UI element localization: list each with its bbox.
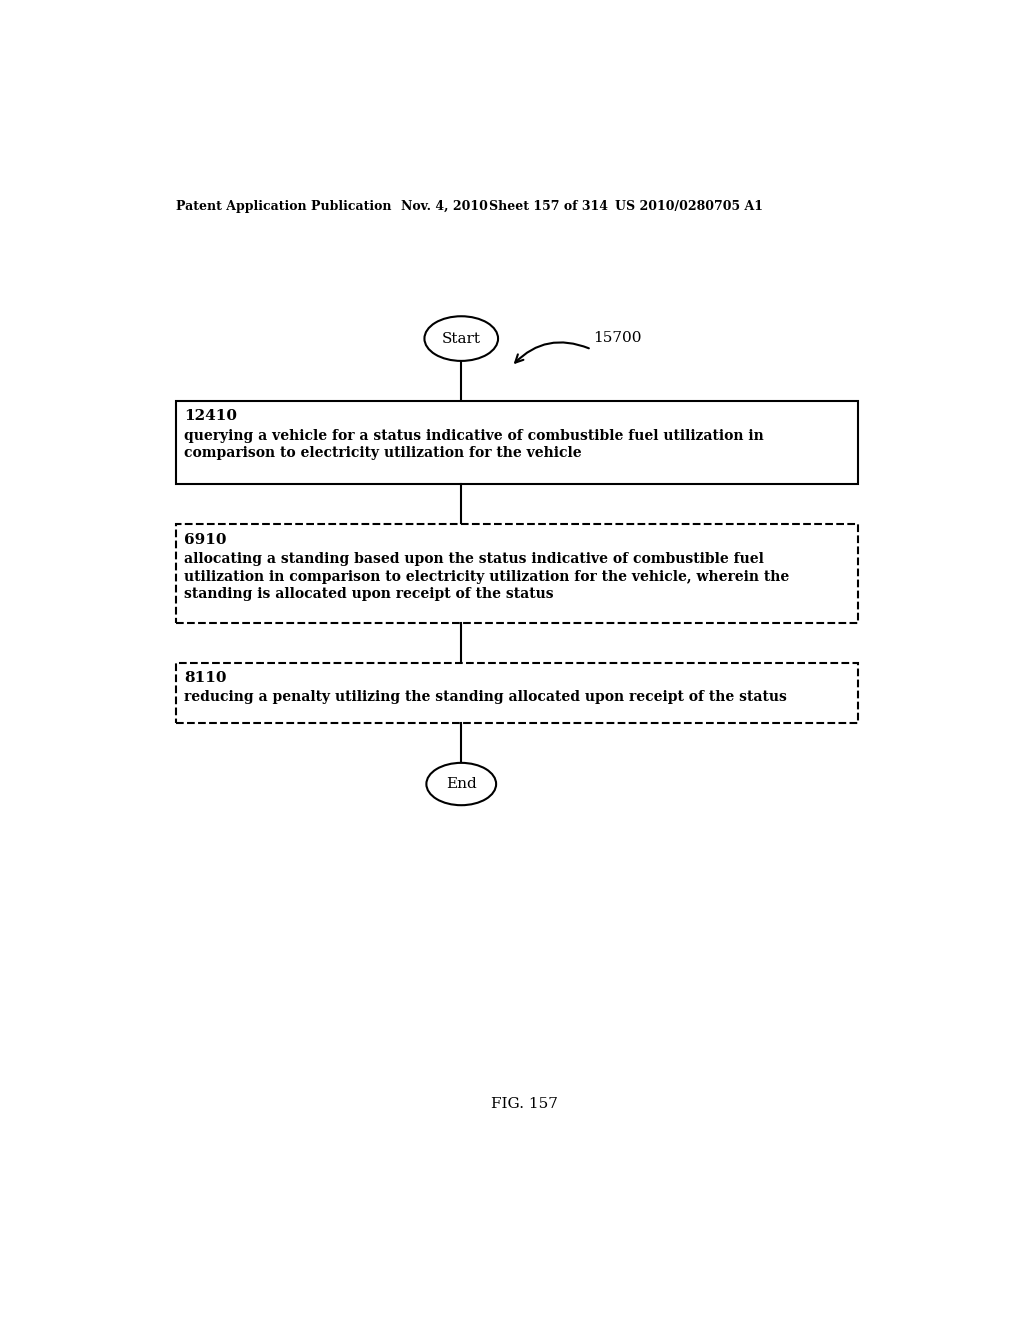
Text: US 2010/0280705 A1: US 2010/0280705 A1 — [614, 199, 763, 213]
Bar — [176, 524, 858, 623]
Bar — [176, 663, 858, 723]
Text: End: End — [445, 777, 476, 791]
Text: querying a vehicle for a status indicative of combustible fuel utilization in: querying a vehicle for a status indicati… — [183, 429, 764, 442]
Text: 12410: 12410 — [183, 409, 237, 424]
Text: comparison to electricity utilization for the vehicle: comparison to electricity utilization fo… — [183, 446, 582, 461]
Text: 6910: 6910 — [183, 532, 226, 546]
FancyArrowPatch shape — [515, 342, 589, 363]
Text: standing is allocated upon receipt of the status: standing is allocated upon receipt of th… — [183, 587, 553, 601]
Ellipse shape — [426, 763, 496, 805]
Text: allocating a standing based upon the status indicative of combustible fuel: allocating a standing based upon the sta… — [183, 552, 764, 566]
Bar — [176, 401, 858, 484]
Text: Sheet 157 of 314: Sheet 157 of 314 — [489, 199, 608, 213]
Text: 8110: 8110 — [183, 671, 226, 685]
Text: reducing a penalty utilizing the standing allocated upon receipt of the status: reducing a penalty utilizing the standin… — [183, 690, 786, 705]
Text: FIG. 157: FIG. 157 — [492, 1097, 558, 1111]
Text: Patent Application Publication: Patent Application Publication — [176, 199, 391, 213]
Text: utilization in comparison to electricity utilization for the vehicle, wherein th: utilization in comparison to electricity… — [183, 569, 790, 583]
Text: Start: Start — [441, 331, 480, 346]
Ellipse shape — [424, 317, 498, 360]
Text: 15700: 15700 — [593, 331, 641, 345]
Text: Nov. 4, 2010: Nov. 4, 2010 — [400, 199, 487, 213]
